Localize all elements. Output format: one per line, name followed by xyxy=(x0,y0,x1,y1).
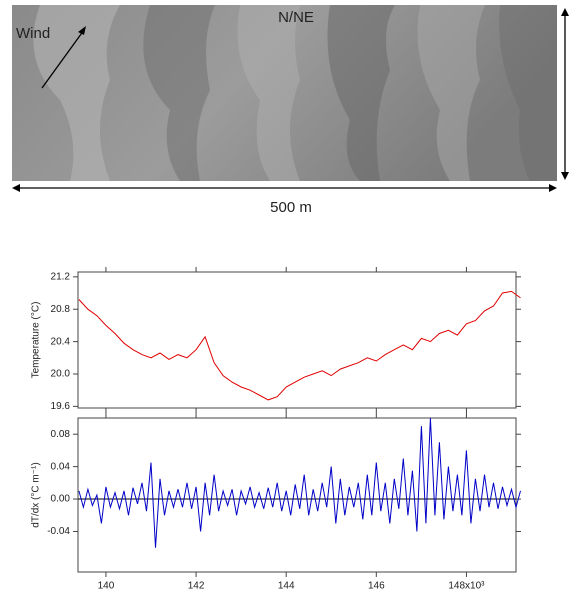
x-tick-label: 146 xyxy=(368,581,385,592)
data-line xyxy=(78,417,521,548)
y-tick-label: 0.00 xyxy=(51,494,71,505)
y-tick-label: 20.0 xyxy=(51,369,71,380)
direction-label: N/NE xyxy=(278,9,314,26)
plot-frame xyxy=(77,417,517,573)
y-axis-title: Temperature (°C) xyxy=(31,302,42,379)
y-axis-title: dT/dx (°C m⁻¹) xyxy=(31,462,42,527)
y-tick-label: 0.08 xyxy=(51,429,71,440)
y-tick-label: 20.4 xyxy=(51,336,71,347)
x-tick-label: 140 xyxy=(98,581,115,592)
scale-label: 500 m xyxy=(270,199,312,216)
x-tick-label: 148x10³ xyxy=(448,581,485,592)
wind-label: Wind xyxy=(16,25,50,42)
x-tick-label: 144 xyxy=(278,581,295,592)
y-tick-label: -0.04 xyxy=(47,526,70,537)
y-tick-label: 21.2 xyxy=(51,271,71,282)
dune-image xyxy=(12,5,569,192)
y-tick-label: 20.8 xyxy=(51,304,71,315)
x-tick-label: 142 xyxy=(188,581,205,592)
data-line xyxy=(78,290,521,401)
plot-frame xyxy=(77,271,517,409)
y-tick-label: 0.04 xyxy=(51,461,71,472)
y-tick-label: 19.6 xyxy=(51,401,71,412)
